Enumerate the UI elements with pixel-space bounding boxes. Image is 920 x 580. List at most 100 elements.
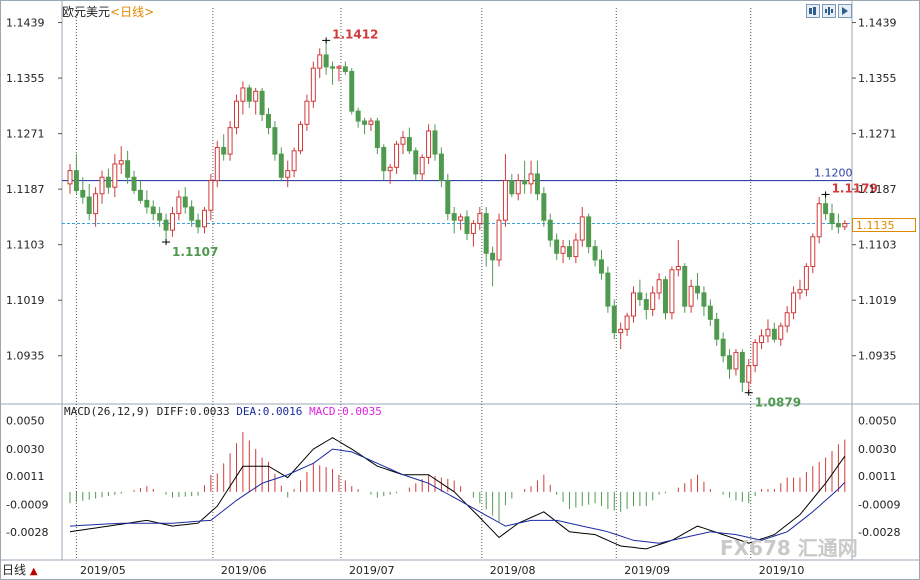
- candle: [803, 265, 809, 291]
- last-price-label: 1.1135: [852, 218, 916, 232]
- macd-value: MACD:0.0035: [309, 405, 382, 418]
- macd-y-tick-right: 0.0011: [858, 470, 897, 483]
- candle: [362, 120, 368, 125]
- x-tick-label: 2019/05: [80, 564, 126, 577]
- candle: [483, 213, 489, 254]
- candle: [272, 127, 278, 155]
- candle: [528, 173, 534, 185]
- candle: [682, 265, 688, 307]
- candle: [573, 239, 579, 258]
- zoom-in-icon[interactable]: [806, 4, 820, 18]
- candle: [234, 100, 239, 129]
- caret-up-icon: ▲: [29, 566, 38, 577]
- candle: [201, 209, 207, 228]
- candle: [99, 176, 105, 195]
- candle: [189, 206, 195, 221]
- candle: [163, 219, 169, 231]
- candle: [522, 180, 528, 185]
- candle: [413, 150, 419, 175]
- candle: [426, 130, 432, 158]
- candle: [816, 203, 822, 238]
- macd-params: MACD(26,12,9): [64, 405, 151, 418]
- candle: [592, 246, 598, 261]
- candle: [208, 180, 214, 211]
- diff-value: DIFF:0.0033: [156, 405, 230, 418]
- candle: [720, 338, 726, 357]
- candle: [534, 173, 540, 195]
- period-tag[interactable]: <日线>: [110, 5, 155, 19]
- axis-layer: 2019/05 2019/06 2019/07 2019/08 2019/09 2019/…: [6, 17, 900, 577]
- candle: [496, 219, 502, 261]
- y-tick-label-right: 1.1271: [858, 128, 897, 141]
- candle: [278, 153, 284, 178]
- candle: [214, 146, 220, 182]
- dea-line: [69, 448, 846, 544]
- candle: [253, 90, 259, 102]
- macd-y-tick: -0.0028: [6, 526, 48, 539]
- candle: [566, 246, 572, 258]
- candle: [797, 289, 803, 294]
- candle: [605, 272, 611, 307]
- candle: [93, 193, 99, 215]
- candle: [502, 180, 508, 221]
- candle: [784, 312, 790, 327]
- y-tick-label-right: 1.1103: [858, 239, 897, 252]
- candle: [374, 120, 380, 148]
- instrument-name: 欧元美元: [62, 5, 111, 19]
- dea-value: DEA:0.0016: [236, 405, 303, 418]
- macd-y-tick-right: 0.0030: [858, 443, 897, 456]
- candle: [624, 315, 630, 330]
- candle: [266, 113, 271, 129]
- macd-y-tick: 0.0050: [6, 415, 45, 428]
- period-selector[interactable]: 日线 ▲: [2, 561, 38, 578]
- macd-y-tick-right: -0.0028: [858, 526, 900, 539]
- macd-panel: [69, 431, 846, 550]
- candle: [547, 219, 553, 241]
- candle: [509, 180, 515, 195]
- candle: [368, 120, 374, 125]
- candle: [752, 342, 758, 367]
- candle: [560, 246, 566, 254]
- candle: [842, 223, 848, 228]
- y-tick-label-right: 1.1439: [858, 17, 897, 30]
- x-tick-label: 2019/09: [624, 564, 670, 577]
- candle: [727, 355, 733, 370]
- candle: [714, 318, 720, 340]
- candle: [669, 269, 675, 314]
- chart-header: 欧元美元<日线>: [62, 3, 154, 20]
- play-icon[interactable]: [838, 4, 852, 18]
- candle: [80, 189, 86, 198]
- macd-y-tick: 0.0030: [6, 443, 45, 456]
- candle: [586, 216, 592, 248]
- extreme-label: 1.1179: [832, 181, 878, 195]
- candle: [169, 213, 175, 231]
- price-panel: 1.1200 1.1412 1.1107 1.0879 1.1179: [62, 27, 878, 410]
- x-tick-label: 2019/10: [759, 564, 805, 577]
- candle: [675, 265, 681, 271]
- candle: [157, 213, 163, 221]
- candle: [221, 146, 227, 155]
- candle: [458, 216, 464, 221]
- candle: [611, 305, 617, 334]
- candle: [227, 127, 233, 155]
- candle: [323, 54, 329, 68]
- candle: [778, 325, 784, 340]
- zoom-out-icon[interactable]: [822, 4, 836, 18]
- candle: [355, 110, 361, 122]
- x-tick-label: 2019/06: [221, 564, 267, 577]
- y-tick-label: 1.1187: [6, 183, 45, 196]
- watermark: FX678 汇通网: [720, 536, 858, 560]
- candle: [464, 216, 470, 234]
- candle: [701, 292, 707, 307]
- candle: [759, 335, 765, 344]
- resistance-label: 1.1200: [814, 167, 853, 180]
- candle: [541, 193, 547, 221]
- candle: [246, 87, 252, 102]
- candle: [285, 170, 291, 178]
- candle: [470, 223, 476, 234]
- candle: [419, 156, 425, 175]
- candle: [835, 223, 841, 228]
- y-tick-label-right: 1.1355: [858, 72, 897, 85]
